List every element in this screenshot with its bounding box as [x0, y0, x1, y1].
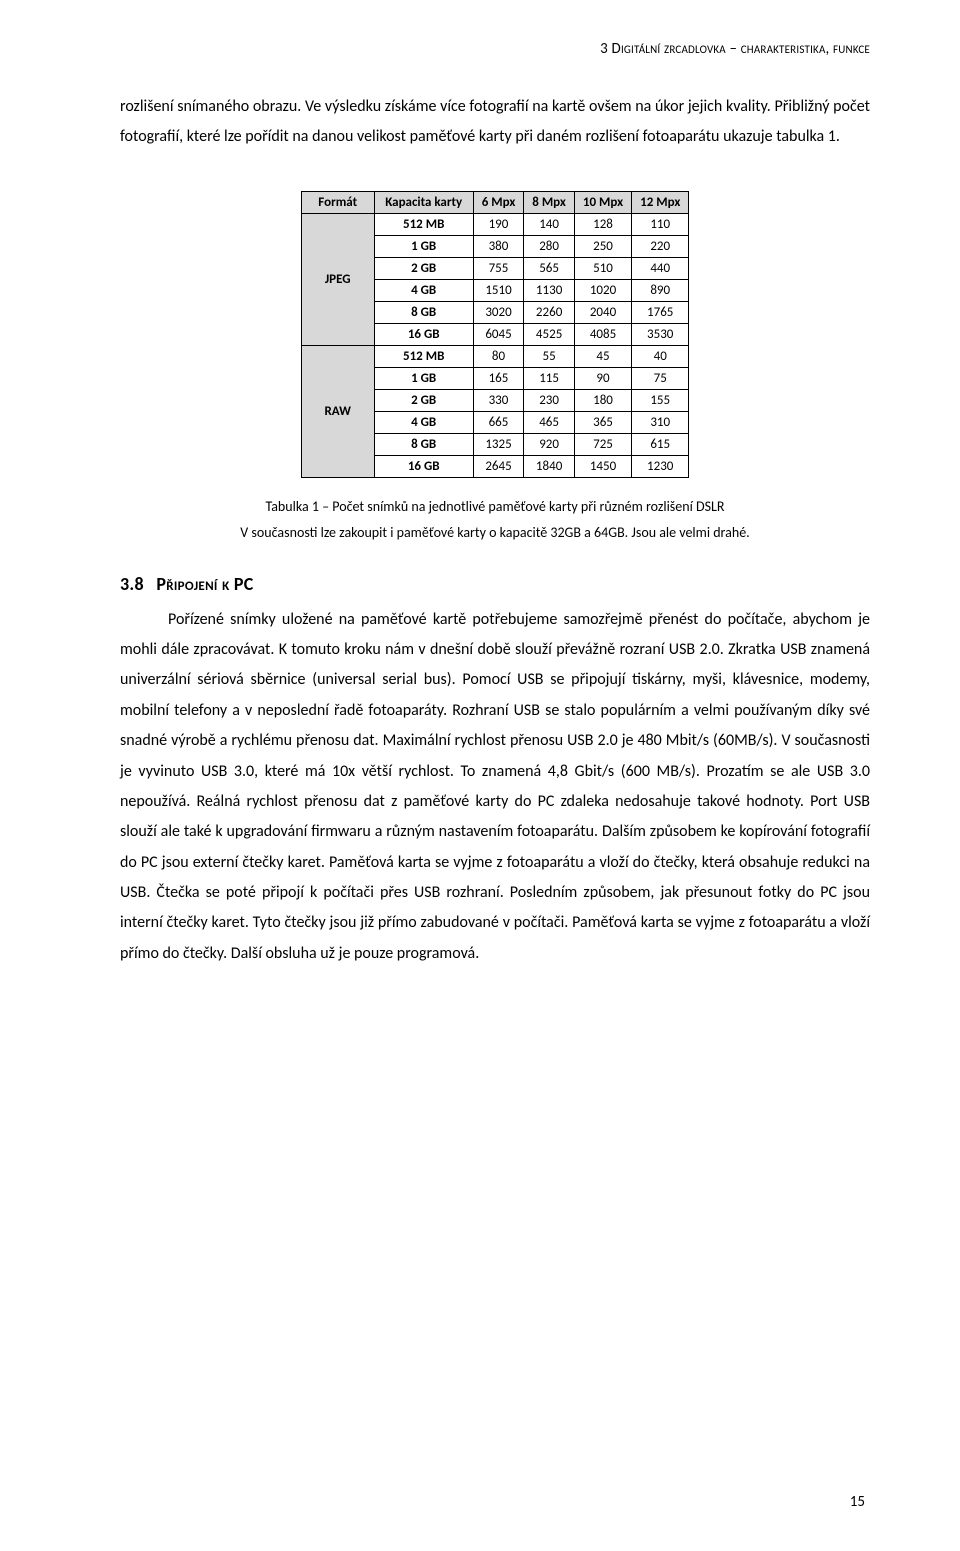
cell-val: 190 — [473, 213, 524, 235]
cell-cap: 1 GB — [374, 367, 473, 389]
cell-cap: 4 GB — [374, 279, 473, 301]
cell-val: 1230 — [632, 455, 689, 477]
th-12mpx: 12 Mpx — [632, 191, 689, 213]
cell-val: 80 — [473, 345, 524, 367]
cell-val: 75 — [632, 367, 689, 389]
cell-cap: 8 GB — [374, 433, 473, 455]
cell-val: 250 — [574, 235, 631, 257]
cell-val: 55 — [524, 345, 575, 367]
cell-val: 140 — [524, 213, 575, 235]
cell-val: 1840 — [524, 455, 575, 477]
cell-val: 665 — [473, 411, 524, 433]
cell-val: 755 — [473, 257, 524, 279]
cell-val: 6045 — [473, 323, 524, 345]
cell-val: 165 — [473, 367, 524, 389]
cell-val: 510 — [574, 257, 631, 279]
cell-val: 920 — [524, 433, 575, 455]
cell-cap: 1 GB — [374, 235, 473, 257]
cell-val: 440 — [632, 257, 689, 279]
cell-cap: 2 GB — [374, 257, 473, 279]
th-10mpx: 10 Mpx — [574, 191, 631, 213]
th-6mpx: 6 Mpx — [473, 191, 524, 213]
cell-val: 4085 — [574, 323, 631, 345]
table-header-row: Formát Kapacita karty 6 Mpx 8 Mpx 10 Mpx… — [301, 191, 689, 213]
table-caption-title: Tabulka 1 – Počet snímků na jednotlivé p… — [120, 496, 870, 518]
cell-val: 280 — [524, 235, 575, 257]
fmt-raw: RAW — [301, 345, 374, 477]
cell-cap: 8 GB — [374, 301, 473, 323]
cell-val: 3530 — [632, 323, 689, 345]
cell-val: 2645 — [473, 455, 524, 477]
section-number: 3.8 — [120, 573, 152, 595]
th-format: Formát — [301, 191, 374, 213]
cell-val: 45 — [574, 345, 631, 367]
cell-val: 465 — [524, 411, 575, 433]
cell-val: 40 — [632, 345, 689, 367]
th-capacity: Kapacita karty — [374, 191, 473, 213]
cell-cap: 2 GB — [374, 389, 473, 411]
cell-val: 380 — [473, 235, 524, 257]
intro-paragraph: rozlišení snímaného obrazu. Ve výsledku … — [120, 92, 870, 153]
cell-val: 890 — [632, 279, 689, 301]
cell-val: 1765 — [632, 301, 689, 323]
section-heading: 3.8 Připojení k PC — [120, 573, 870, 595]
cell-val: 180 — [574, 389, 631, 411]
cell-val: 90 — [574, 367, 631, 389]
cell-val: 115 — [524, 367, 575, 389]
section-body: Pořízené snímky uložené na paměťové kart… — [120, 605, 870, 970]
cell-val: 615 — [632, 433, 689, 455]
th-8mpx: 8 Mpx — [524, 191, 575, 213]
cell-cap: 512 MB — [374, 213, 473, 235]
cell-val: 220 — [632, 235, 689, 257]
cell-val: 1450 — [574, 455, 631, 477]
cell-val: 565 — [524, 257, 575, 279]
fmt-jpeg: JPEG — [301, 213, 374, 345]
cell-cap: 16 GB — [374, 455, 473, 477]
table-row: RAW 512 MB 80 55 45 40 — [301, 345, 689, 367]
table-caption-sub: V současnosti lze zakoupit i paměťové ka… — [120, 522, 870, 544]
cell-val: 1510 — [473, 279, 524, 301]
chapter-header: 3 Digitální zrcadlovka – charakteristika… — [120, 40, 870, 58]
page-container: 3 Digitální zrcadlovka – charakteristika… — [0, 0, 960, 1551]
capacity-table: Formát Kapacita karty 6 Mpx 8 Mpx 10 Mpx… — [301, 191, 690, 478]
cell-cap: 4 GB — [374, 411, 473, 433]
cell-val: 1130 — [524, 279, 575, 301]
page-number: 15 — [850, 1493, 865, 1511]
table-row: JPEG 512 MB 190 140 128 110 — [301, 213, 689, 235]
cell-val: 2040 — [574, 301, 631, 323]
cell-val: 1325 — [473, 433, 524, 455]
cell-val: 128 — [574, 213, 631, 235]
cell-val: 230 — [524, 389, 575, 411]
cell-val: 110 — [632, 213, 689, 235]
cell-val: 310 — [632, 411, 689, 433]
cell-val: 4525 — [524, 323, 575, 345]
cell-val: 2260 — [524, 301, 575, 323]
cell-cap: 16 GB — [374, 323, 473, 345]
cell-cap: 512 MB — [374, 345, 473, 367]
cell-val: 155 — [632, 389, 689, 411]
cell-val: 725 — [574, 433, 631, 455]
cell-val: 365 — [574, 411, 631, 433]
cell-val: 3020 — [473, 301, 524, 323]
cell-val: 330 — [473, 389, 524, 411]
section-title: Připojení k PC — [156, 573, 253, 595]
cell-val: 1020 — [574, 279, 631, 301]
